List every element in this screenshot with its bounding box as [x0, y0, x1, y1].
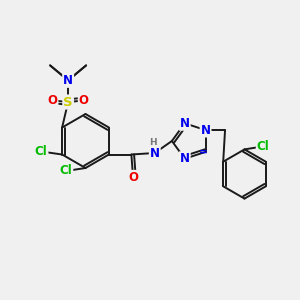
Text: O: O [128, 171, 138, 184]
Text: H: H [149, 138, 157, 147]
Text: N: N [200, 124, 211, 136]
Text: =: = [199, 147, 208, 157]
Text: N: N [63, 74, 73, 87]
Text: O: O [47, 94, 58, 107]
Text: Cl: Cl [257, 140, 269, 153]
Text: N: N [180, 152, 190, 165]
Text: Cl: Cl [60, 164, 72, 178]
Text: Cl: Cl [35, 145, 47, 158]
Text: N: N [180, 117, 190, 130]
Text: N: N [150, 146, 160, 160]
Text: O: O [79, 94, 89, 107]
Text: S: S [63, 95, 73, 109]
